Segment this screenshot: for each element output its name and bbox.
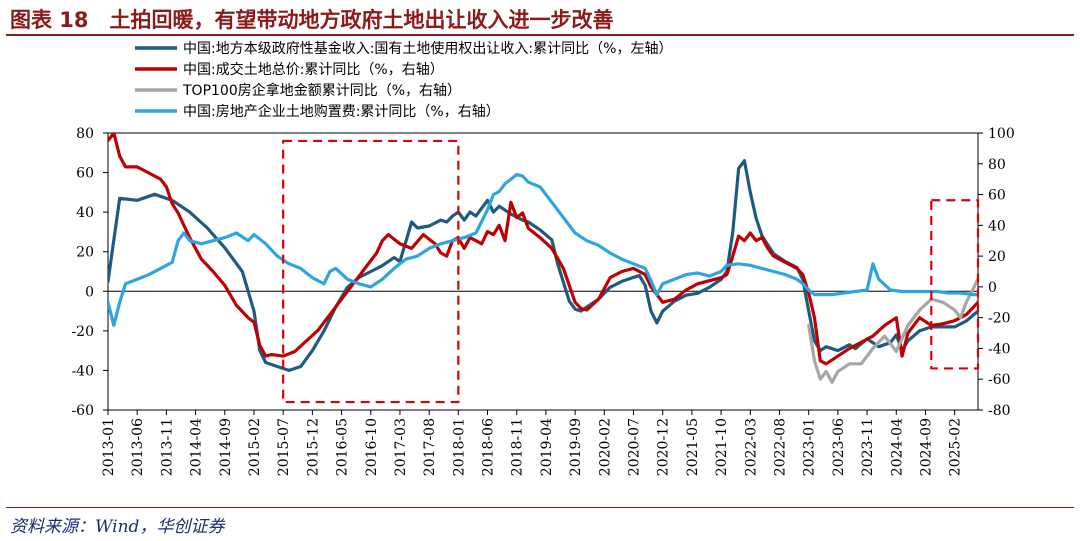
x-tick-label: 2014-09	[218, 418, 234, 476]
x-tick-label: 2025-02	[948, 418, 964, 476]
left-tick-label: 80	[76, 126, 94, 142]
right-tick-label: 0	[988, 280, 997, 296]
footer-divider	[6, 507, 1074, 508]
x-tick-label: 2023-01	[802, 418, 818, 476]
right-tick-label: 100	[988, 126, 1015, 142]
plot-frame	[107, 132, 979, 411]
x-tick-label: 2024-04	[889, 418, 905, 476]
legend-label-3: 中国:房地产企业土地购置费:累计同比（%，右轴）	[183, 103, 500, 120]
x-tick-label: 2021-10	[714, 418, 730, 476]
title-row: 图表 18 土拍回暖，有望带动地方政府土地出让收入进一步改善	[6, 2, 1074, 32]
x-tick-label: 2017-08	[422, 418, 438, 476]
series-line-2	[807, 272, 978, 384]
x-tick-label: 2019-04	[539, 418, 555, 476]
x-tick-label: 2023-06	[831, 418, 847, 476]
x-tick-label: 2018-01	[451, 418, 467, 476]
series-line-3	[108, 173, 978, 327]
x-tick-label: 2015-07	[276, 418, 292, 476]
x-tick-label: 2013-06	[130, 418, 146, 476]
left-tick-label: -20	[71, 324, 94, 340]
series-line-0	[108, 159, 978, 372]
x-tick-label: 2023-11	[860, 418, 876, 476]
x-tick-label: 2017-03	[393, 418, 409, 476]
right-tick-label: -40	[988, 341, 1011, 357]
left-tick-label: 20	[76, 245, 94, 261]
legend-label-0: 中国:地方本级政府性基金收入:国有土地使用权出让收入:累计同比（%，左轴）	[183, 40, 672, 57]
right-tick-label: 60	[988, 188, 1006, 204]
left-tick-label: -40	[71, 363, 94, 379]
legend-label-2: TOP100房企拿地金额累计同比（%，右轴）	[182, 82, 461, 99]
right-tick-label: 40	[988, 218, 1006, 234]
left-tick-label: -60	[71, 403, 94, 419]
x-tick-label: 2020-12	[656, 418, 672, 476]
left-tick-label: 40	[76, 205, 94, 221]
title-divider	[6, 34, 1074, 36]
right-tick-label: -60	[988, 372, 1011, 388]
x-tick-label: 2013-01	[101, 418, 117, 476]
source-note: 资料来源：Wind，华创证券	[10, 517, 225, 537]
x-tick-label: 2018-06	[481, 418, 497, 476]
x-tick-label: 2015-12	[305, 418, 321, 476]
x-tick-label: 2020-07	[627, 418, 643, 476]
highlight-box-0	[282, 139, 460, 404]
x-tick-label: 2013-11	[159, 418, 175, 476]
x-tick-label: 2021-05	[685, 418, 701, 476]
right-tick-label: 80	[988, 157, 1006, 173]
x-tick-label: 2018-11	[510, 418, 526, 476]
x-tick-label: 2022-03	[743, 418, 759, 476]
x-tick-label: 2014-04	[189, 418, 205, 476]
x-tick-label: 2024-09	[918, 418, 934, 476]
right-tick-label: -20	[988, 311, 1011, 327]
x-tick-label: 2022-08	[772, 418, 788, 476]
x-tick-label: 2015-02	[247, 418, 263, 476]
left-tick-label: 0	[85, 284, 94, 300]
series-line-1	[108, 133, 978, 366]
x-tick-label: 2020-02	[597, 418, 613, 476]
highlight-box-1	[930, 199, 980, 370]
x-tick-label: 2016-05	[335, 418, 351, 476]
x-tick-label: 2016-10	[364, 418, 380, 476]
left-tick-label: 60	[76, 166, 94, 182]
right-tick-label: -80	[988, 403, 1011, 419]
x-tick-label: 2019-09	[568, 418, 584, 476]
legend-label-1: 中国:成交土地总价:累计同比（%，右轴）	[183, 61, 444, 78]
page-title: 图表 18 土拍回暖，有望带动地方政府土地出让收入进一步改善	[10, 8, 614, 32]
right-tick-label: 20	[988, 249, 1006, 265]
